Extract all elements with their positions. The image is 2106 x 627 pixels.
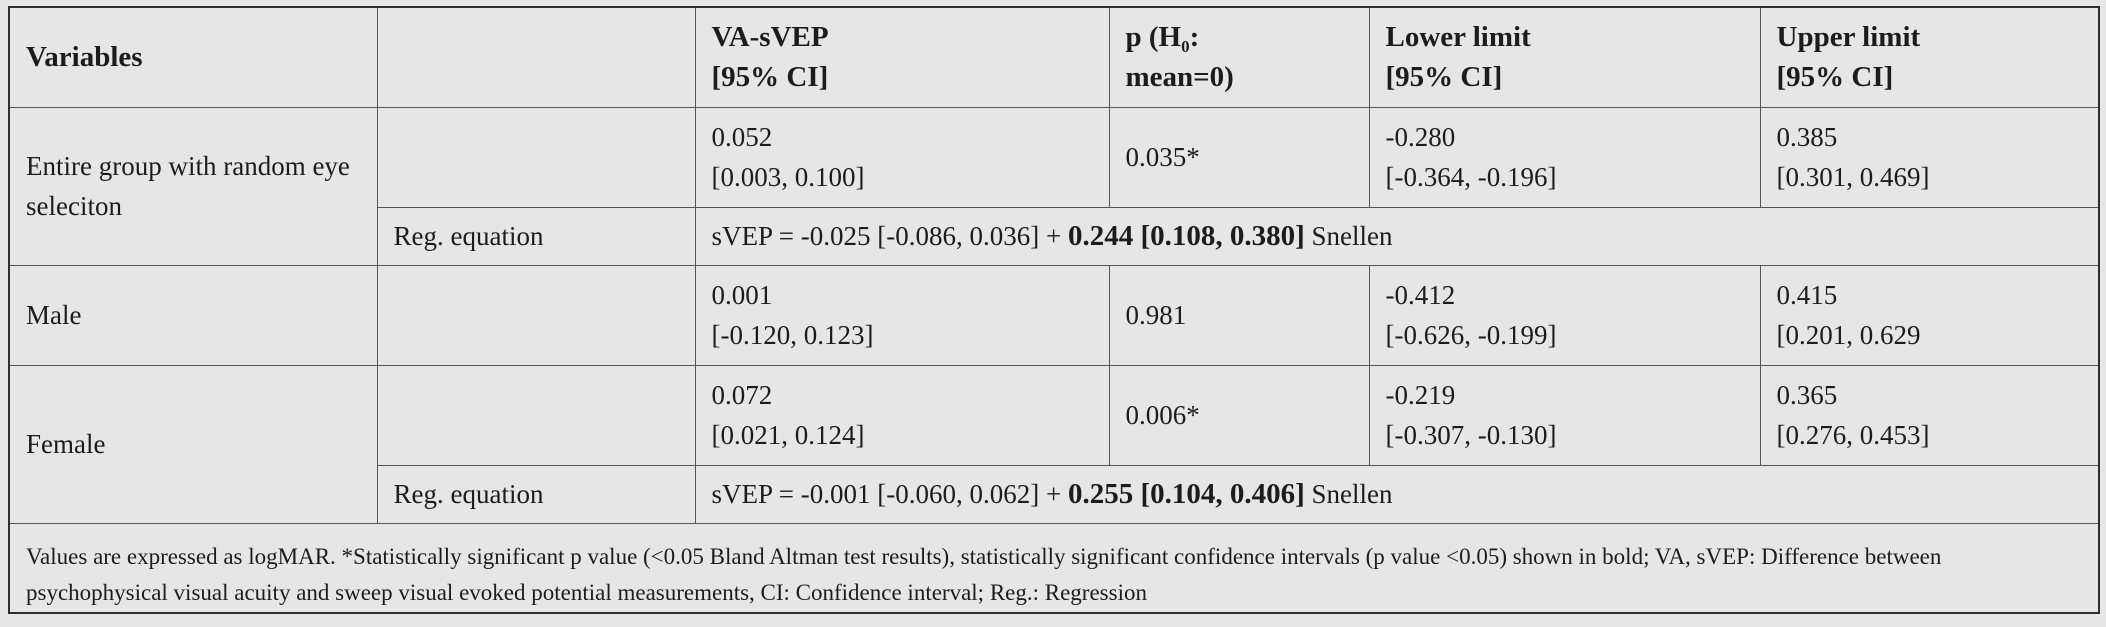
- table-footnote: Values are expressed as logMAR. *Statist…: [10, 522, 2098, 627]
- cell-p-value: 0.006*: [1108, 364, 1370, 466]
- header-variables: Variables: [10, 8, 378, 108]
- header-upper-title: Upper limit: [1776, 21, 1921, 54]
- header-blank: [376, 8, 696, 108]
- header-va-svep-ci: [95% CI]: [711, 61, 829, 94]
- table-row-entire-group: Entire group with random eye seleciton 0…: [10, 106, 2098, 266]
- header-va-svep-title: VA-sVEP: [711, 21, 829, 54]
- cell-va-svep: 0.001 [-0.120, 0.123]: [694, 264, 1110, 366]
- results-table: Variables VA-sVEP [95% CI] p (H0: mean=0…: [10, 8, 2098, 627]
- row-label-male: Male: [10, 264, 378, 366]
- header-p-line2: mean=0): [1125, 61, 1234, 94]
- header-p-line1: p (H0:: [1125, 21, 1200, 57]
- header-p-value: p (H0: mean=0): [1108, 8, 1370, 108]
- table-footer-row: Values are expressed as logMAR. *Statist…: [10, 522, 2098, 627]
- cell-upper-limit: 0.415 [0.201, 0.629: [1759, 264, 2098, 366]
- cell-p-value: 0.035*: [1108, 106, 1370, 208]
- cell-reg-equation: sVEP = -0.025 [-0.086, 0.036] + 0.244 [0…: [694, 206, 2098, 266]
- reg-significant-term: 0.255 [0.104, 0.406]: [1067, 478, 1305, 510]
- cell-blank: [376, 264, 696, 366]
- header-va-svep: VA-sVEP [95% CI]: [694, 8, 1110, 108]
- cell-upper-limit: 0.385 [0.301, 0.469]: [1759, 106, 2098, 208]
- cell-lower-limit: -0.280 [-0.364, -0.196]: [1368, 106, 1761, 208]
- cell-p-value: 0.981: [1108, 264, 1370, 366]
- cell-upper-limit: 0.365 [0.276, 0.453]: [1759, 364, 2098, 466]
- cell-blank: [376, 364, 696, 466]
- table-row-female-regression: Reg. equation sVEP = -0.001 [-0.060, 0.0…: [10, 464, 2098, 524]
- header-row: Variables VA-sVEP [95% CI] p (H0: mean=0…: [10, 8, 2098, 108]
- table-row-female: Female 0.072 [0.021, 0.124] 0.006* -0.21…: [10, 364, 2098, 524]
- row-label-female: Female: [10, 364, 378, 524]
- header-lower-limit: Lower limit [95% CI]: [1368, 8, 1761, 108]
- results-table-container: Variables VA-sVEP [95% CI] p (H0: mean=0…: [8, 6, 2100, 627]
- cell-blank: [376, 106, 696, 208]
- cell-va-svep: 0.052 [0.003, 0.100]: [694, 106, 1110, 208]
- cell-reg-label: Reg. equation: [377, 206, 696, 266]
- cell-lower-limit: -0.412 [-0.626, -0.199]: [1368, 264, 1761, 366]
- cell-lower-limit: -0.219 [-0.307, -0.130]: [1368, 364, 1761, 466]
- header-lower-ci: [95% CI]: [1385, 61, 1503, 94]
- cell-reg-equation: sVEP = -0.001 [-0.060, 0.062] + 0.255 [0…: [694, 464, 2098, 524]
- table-row-entire-regression: Reg. equation sVEP = -0.025 [-0.086, 0.0…: [10, 206, 2098, 266]
- row-label-entire-group: Entire group with random eye seleciton: [10, 106, 378, 266]
- header-lower-title: Lower limit: [1385, 21, 1531, 54]
- reg-significant-term: 0.244 [0.108, 0.380]: [1067, 220, 1305, 252]
- cell-reg-label: Reg. equation: [377, 464, 696, 524]
- header-upper-ci: [95% CI]: [1776, 61, 1894, 94]
- cell-va-svep: 0.072 [0.021, 0.124]: [694, 364, 1110, 466]
- header-upper-limit: Upper limit [95% CI]: [1759, 8, 2098, 108]
- table-row-male: Male 0.001 [-0.120, 0.123] 0.981 -0.412 …: [10, 264, 2098, 366]
